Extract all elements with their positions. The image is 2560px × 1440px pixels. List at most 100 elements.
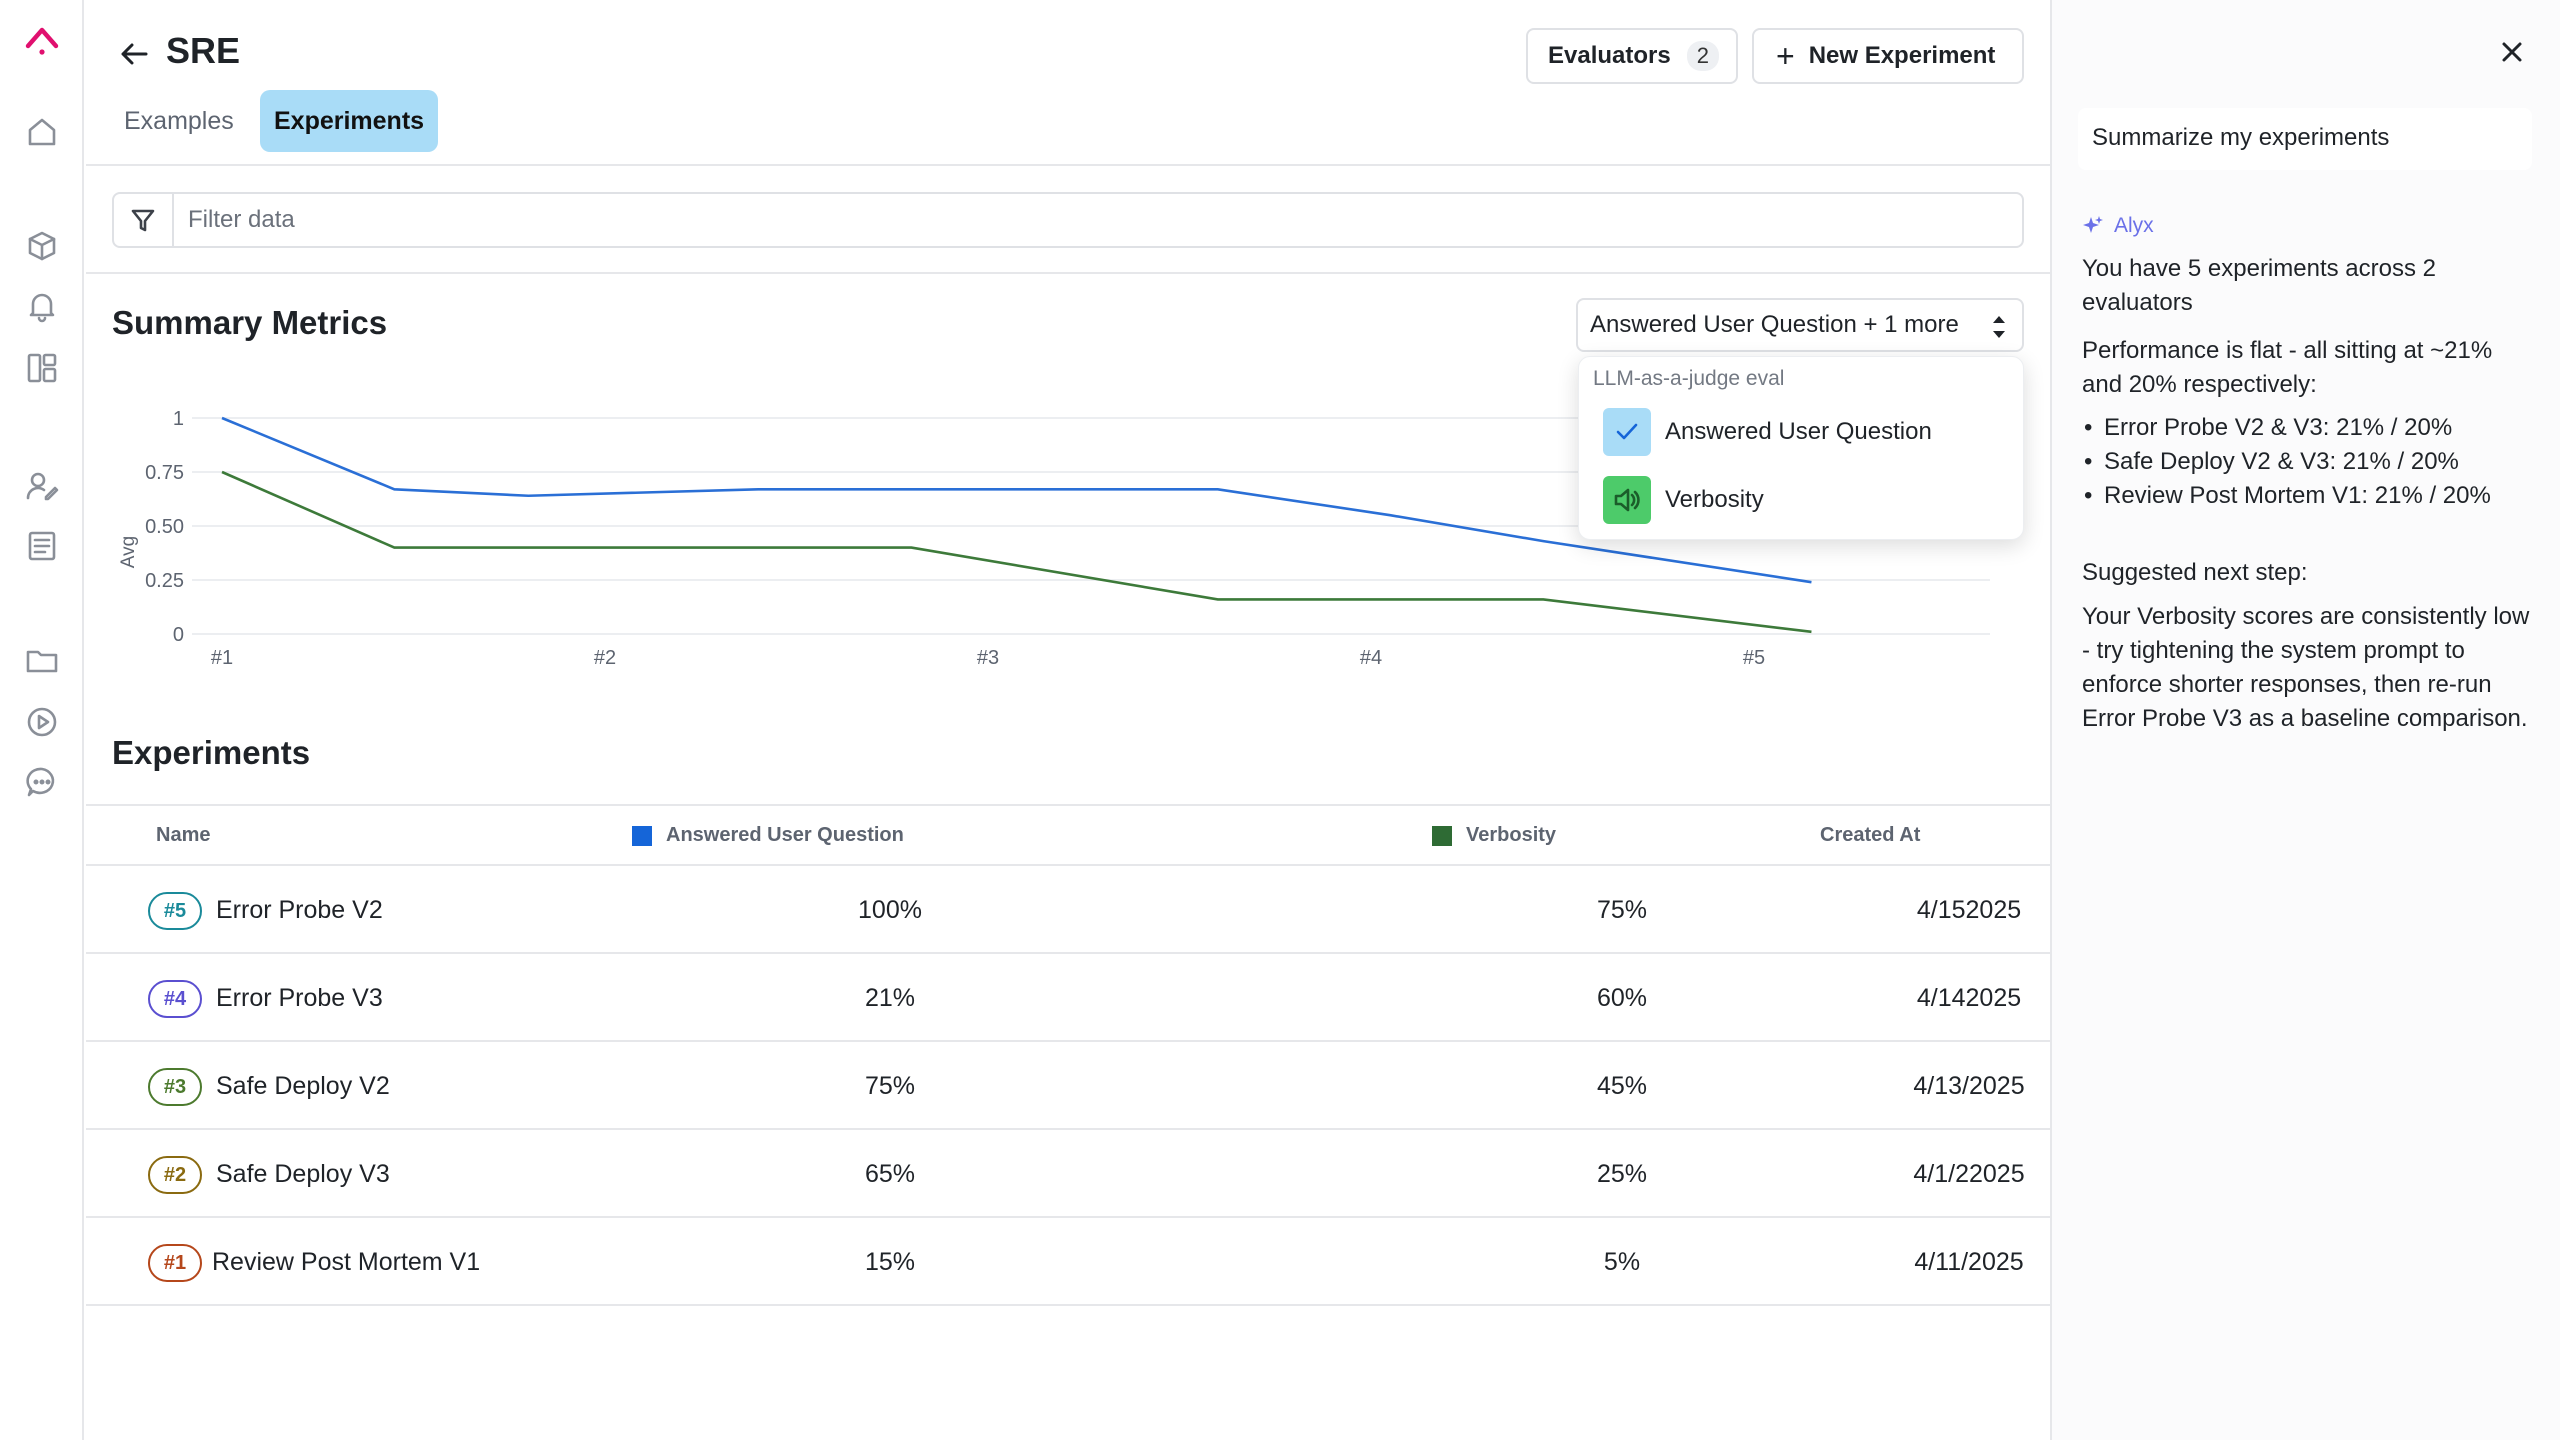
experiment-name: Safe Deploy V3: [216, 1160, 390, 1188]
series-color-swatch: [1432, 825, 1452, 846]
created-value: 4/13/2025: [1913, 1072, 2025, 1100]
answered-value: 15%: [864, 1248, 916, 1276]
page-header: SRE Examples Experiments Evaluators 2 + …: [86, 0, 2050, 166]
new-experiment-button[interactable]: + New Experiment: [1752, 28, 2024, 84]
table-header: Name Answered User Question Verbosity Cr…: [86, 804, 2050, 866]
assistant-name-label: Alyx: [2114, 214, 2154, 237]
column-header-label: Answered User Question: [666, 824, 904, 846]
experiment-number-badge: #5: [148, 892, 202, 930]
assistant-panel: Summarize my experiments Alyx You have 5…: [2050, 0, 2560, 1440]
back-arrow-icon[interactable]: [114, 34, 154, 74]
assistant-bullet: Error Probe V2 & V3: 21% / 20%: [2084, 414, 2544, 442]
close-icon[interactable]: [2498, 38, 2526, 66]
column-header-created[interactable]: Created At: [1820, 824, 1921, 846]
play-icon[interactable]: [22, 702, 62, 742]
experiment-number-badge: #4: [148, 980, 202, 1018]
answered-value: 75%: [864, 1072, 916, 1100]
bell-icon[interactable]: [22, 286, 62, 326]
assistant-prompt[interactable]: Summarize my experiments: [2078, 108, 2532, 170]
chart-x-tick-label: #3: [977, 647, 999, 669]
verbosity-value: 75%: [1596, 896, 1648, 924]
cube-icon[interactable]: [22, 226, 62, 266]
chart-y-tick-label: 0.75: [145, 462, 184, 484]
assistant-bullet: Safe Deploy V2 & V3: 21% / 20%: [2084, 448, 2544, 476]
main-content: SRE Examples Experiments Evaluators 2 + …: [86, 0, 2050, 1440]
tab-experiments[interactable]: Experiments: [260, 90, 439, 152]
column-header-name[interactable]: Name: [156, 824, 211, 846]
answered-value: 100%: [858, 896, 922, 924]
experiment-number-badge: #1: [148, 1244, 202, 1282]
chart-y-tick-label: 0: [173, 624, 184, 646]
chart-x-ticks: #1 #2 #3 #4 #5: [211, 647, 1765, 669]
experiment-name: Safe Deploy V2: [216, 1072, 390, 1100]
assistant-bullet: Review Post Mortem V1: 21% / 20%: [2084, 482, 2544, 510]
table-row[interactable]: #5 Error Probe V2 100% 75% 4/152025: [86, 866, 2050, 954]
plus-icon: +: [1776, 38, 1795, 74]
layout-icon[interactable]: [22, 348, 62, 388]
table-row[interactable]: #3 Safe Deploy V2 75% 45% 4/13/2025: [86, 1042, 2050, 1130]
experiment-name: Review Post Mortem V1: [212, 1248, 481, 1276]
series-color-swatch: [632, 825, 652, 846]
left-nav-rail: [0, 0, 84, 1440]
chart-x-tick-label: #2: [594, 647, 616, 669]
filter-box: [112, 192, 2024, 248]
folder-icon[interactable]: [22, 640, 62, 680]
experiments-title: Experiments: [112, 734, 311, 771]
chart-series-line: [221, 470, 1812, 634]
tab-examples[interactable]: Examples: [124, 107, 234, 135]
chat-icon[interactable]: [22, 762, 62, 802]
experiments-table: Name Answered User Question Verbosity Cr…: [86, 804, 2050, 1306]
dropdown-option-verbosity[interactable]: Verbosity: [1603, 475, 1764, 525]
experiment-name: Error Probe V3: [216, 984, 383, 1012]
table-body: #5 Error Probe V2 100% 75% 4/152025 #4 Error P…: [86, 866, 2050, 1306]
filter-input[interactable]: [174, 206, 1974, 234]
sparkle-icon: [2083, 216, 2103, 233]
experiment-name: Error Probe V2: [216, 896, 383, 924]
chart-y-tick-label: 0.25: [145, 570, 184, 592]
answered-value: 21%: [864, 984, 916, 1012]
home-icon[interactable]: [22, 112, 62, 152]
page-title: SRE: [166, 30, 241, 71]
created-value: 4/142025: [1916, 984, 2022, 1012]
chart-series-line: [221, 416, 1812, 584]
table-row[interactable]: #1 Review Post Mortem V1 15% 5% 4/11/2025: [86, 1218, 2050, 1306]
evaluators-label: Evaluators: [1548, 42, 1671, 69]
column-header-label: Verbosity: [1466, 824, 1557, 846]
filter-icon[interactable]: [114, 194, 174, 246]
column-header-answered[interactable]: Answered User Question: [632, 824, 904, 847]
verbosity-value: 45%: [1596, 1072, 1648, 1100]
filter-bar: [86, 168, 2050, 274]
assistant-intro: You have 5 experiments across 2 evaluato…: [2082, 255, 2436, 316]
created-value: 4/1/22025: [1913, 1160, 2025, 1188]
table-row[interactable]: #4 Error Probe V3 21% 60% 4/142025: [86, 954, 2050, 1042]
verbosity-value: 5%: [1603, 1248, 1641, 1276]
created-value: 4/11/2025: [1914, 1248, 2024, 1276]
assistant-next-heading: Suggested next step:: [2082, 559, 2308, 586]
speaker-icon: [1603, 476, 1651, 524]
chart-y-ticks: 1 0.75 0.50 0.25 0: [145, 408, 184, 646]
user-edit-icon[interactable]: [22, 466, 62, 506]
brand-logo-icon[interactable]: [22, 22, 62, 62]
document-icon[interactable]: [22, 526, 62, 566]
metric-selector[interactable]: Answered User Question + 1 more: [1576, 298, 2024, 352]
check-icon: [1603, 408, 1651, 456]
table-row[interactable]: #2 Safe Deploy V3 65% 25% 4/1/22025: [86, 1130, 2050, 1218]
chart-series: [221, 416, 1812, 634]
summary-metrics-title: Summary Metrics: [112, 304, 388, 341]
chart-y-axis-label: Avg: [118, 536, 139, 568]
new-experiment-label: New Experiment: [1808, 42, 1996, 69]
dropdown-option-label: Answered User Question: [1665, 418, 1932, 445]
verbosity-value: 60%: [1596, 984, 1648, 1012]
evaluators-count-badge: 2: [1686, 41, 1719, 71]
dropdown-option-label: Verbosity: [1665, 486, 1764, 513]
sort-caret-icon: [1993, 316, 2005, 338]
verbosity-value: 25%: [1596, 1160, 1648, 1188]
dropdown-option-answered[interactable]: Answered User Question: [1603, 407, 1932, 457]
experiment-number-badge: #3: [148, 1068, 202, 1106]
metric-dropdown-menu: LLM-as-a-judge eval Answered User Questi…: [1578, 356, 2024, 540]
dropdown-group-label: LLM-as-a-judge eval: [1593, 367, 1785, 390]
metric-selector-label: Answered User Question + 1 more: [1590, 311, 1959, 338]
evaluators-button[interactable]: Evaluators 2: [1526, 28, 1738, 84]
column-header-verbosity[interactable]: Verbosity: [1432, 824, 1556, 847]
experiment-number-badge: #2: [148, 1156, 202, 1194]
